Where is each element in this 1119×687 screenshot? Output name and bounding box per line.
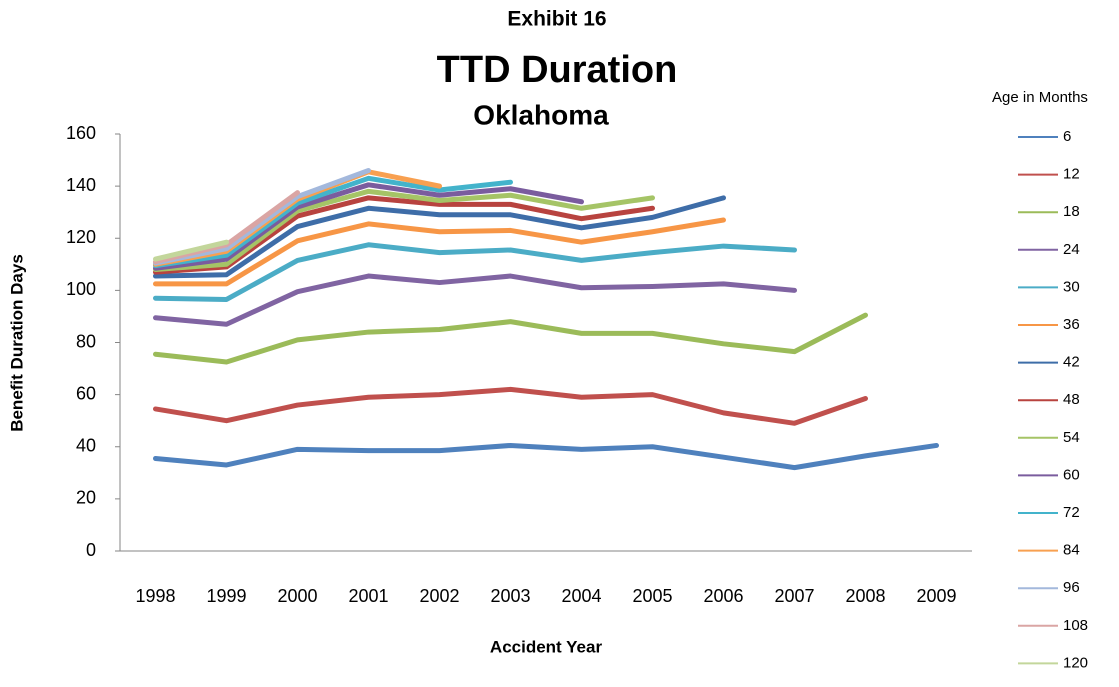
y-tick-label: 100: [66, 279, 96, 299]
x-tick-label: 2000: [277, 586, 317, 606]
legend-label: 60: [1063, 466, 1080, 483]
y-axis-label: Benefit Duration Days: [7, 254, 26, 432]
legend-label: 42: [1063, 354, 1080, 371]
y-tick-label: 80: [76, 331, 96, 351]
legend-label: 24: [1063, 241, 1080, 258]
chart-subtitle: TTD Duration: [437, 49, 678, 91]
series-line: [153, 386, 868, 426]
legend-label: 54: [1063, 429, 1080, 446]
legend-label: 108: [1063, 617, 1088, 634]
x-tick-label: 2002: [419, 586, 459, 606]
y-tick-label: 120: [66, 227, 96, 247]
series-line: [153, 242, 797, 302]
y-tick-label: 60: [76, 383, 96, 403]
series-line: [153, 273, 797, 327]
x-tick-label: 2008: [845, 586, 885, 606]
y-tick-label: 160: [66, 123, 96, 143]
y-tick-label: 0: [86, 540, 96, 560]
x-tick-label: 2001: [348, 586, 388, 606]
chart-subtitle: Oklahoma: [473, 99, 609, 130]
series-line: [153, 195, 726, 279]
x-tick-label: 2005: [632, 586, 672, 606]
series-line: [153, 167, 371, 266]
series-line: [153, 312, 868, 365]
legend-label: 120: [1063, 654, 1088, 671]
x-tick-label: 2009: [916, 586, 956, 606]
legend-label: 12: [1063, 166, 1080, 183]
x-tick-label: 1999: [206, 586, 246, 606]
y-tick-label: 20: [76, 488, 96, 508]
x-tick-label: 2004: [561, 586, 601, 606]
legend-label: 36: [1063, 316, 1080, 333]
legend-label: 6: [1063, 128, 1071, 145]
y-tick-label: 140: [66, 175, 96, 195]
x-tick-label: 2006: [703, 586, 743, 606]
x-tick-label: 1998: [135, 586, 175, 606]
x-tick-label: 2003: [490, 586, 530, 606]
x-axis-label: Accident Year: [490, 637, 603, 656]
legend-label: 30: [1063, 278, 1080, 295]
legend-label: 18: [1063, 203, 1080, 220]
legend-label: 96: [1063, 579, 1080, 596]
legend-label: 84: [1063, 542, 1080, 559]
x-tick-label: 2007: [774, 586, 814, 606]
series-line: [153, 190, 300, 265]
legend-label: 48: [1063, 391, 1080, 408]
legend-label: 72: [1063, 504, 1080, 521]
series-line: [153, 188, 655, 273]
y-tick-label: 40: [76, 436, 96, 456]
chart-title: Exhibit 16: [507, 8, 606, 31]
series-line: [153, 175, 513, 269]
legend-title: Age in Months: [992, 89, 1088, 106]
series-line: [153, 239, 229, 262]
series-line: [153, 182, 584, 271]
series-line: [153, 442, 939, 471]
series-line: [153, 217, 726, 287]
